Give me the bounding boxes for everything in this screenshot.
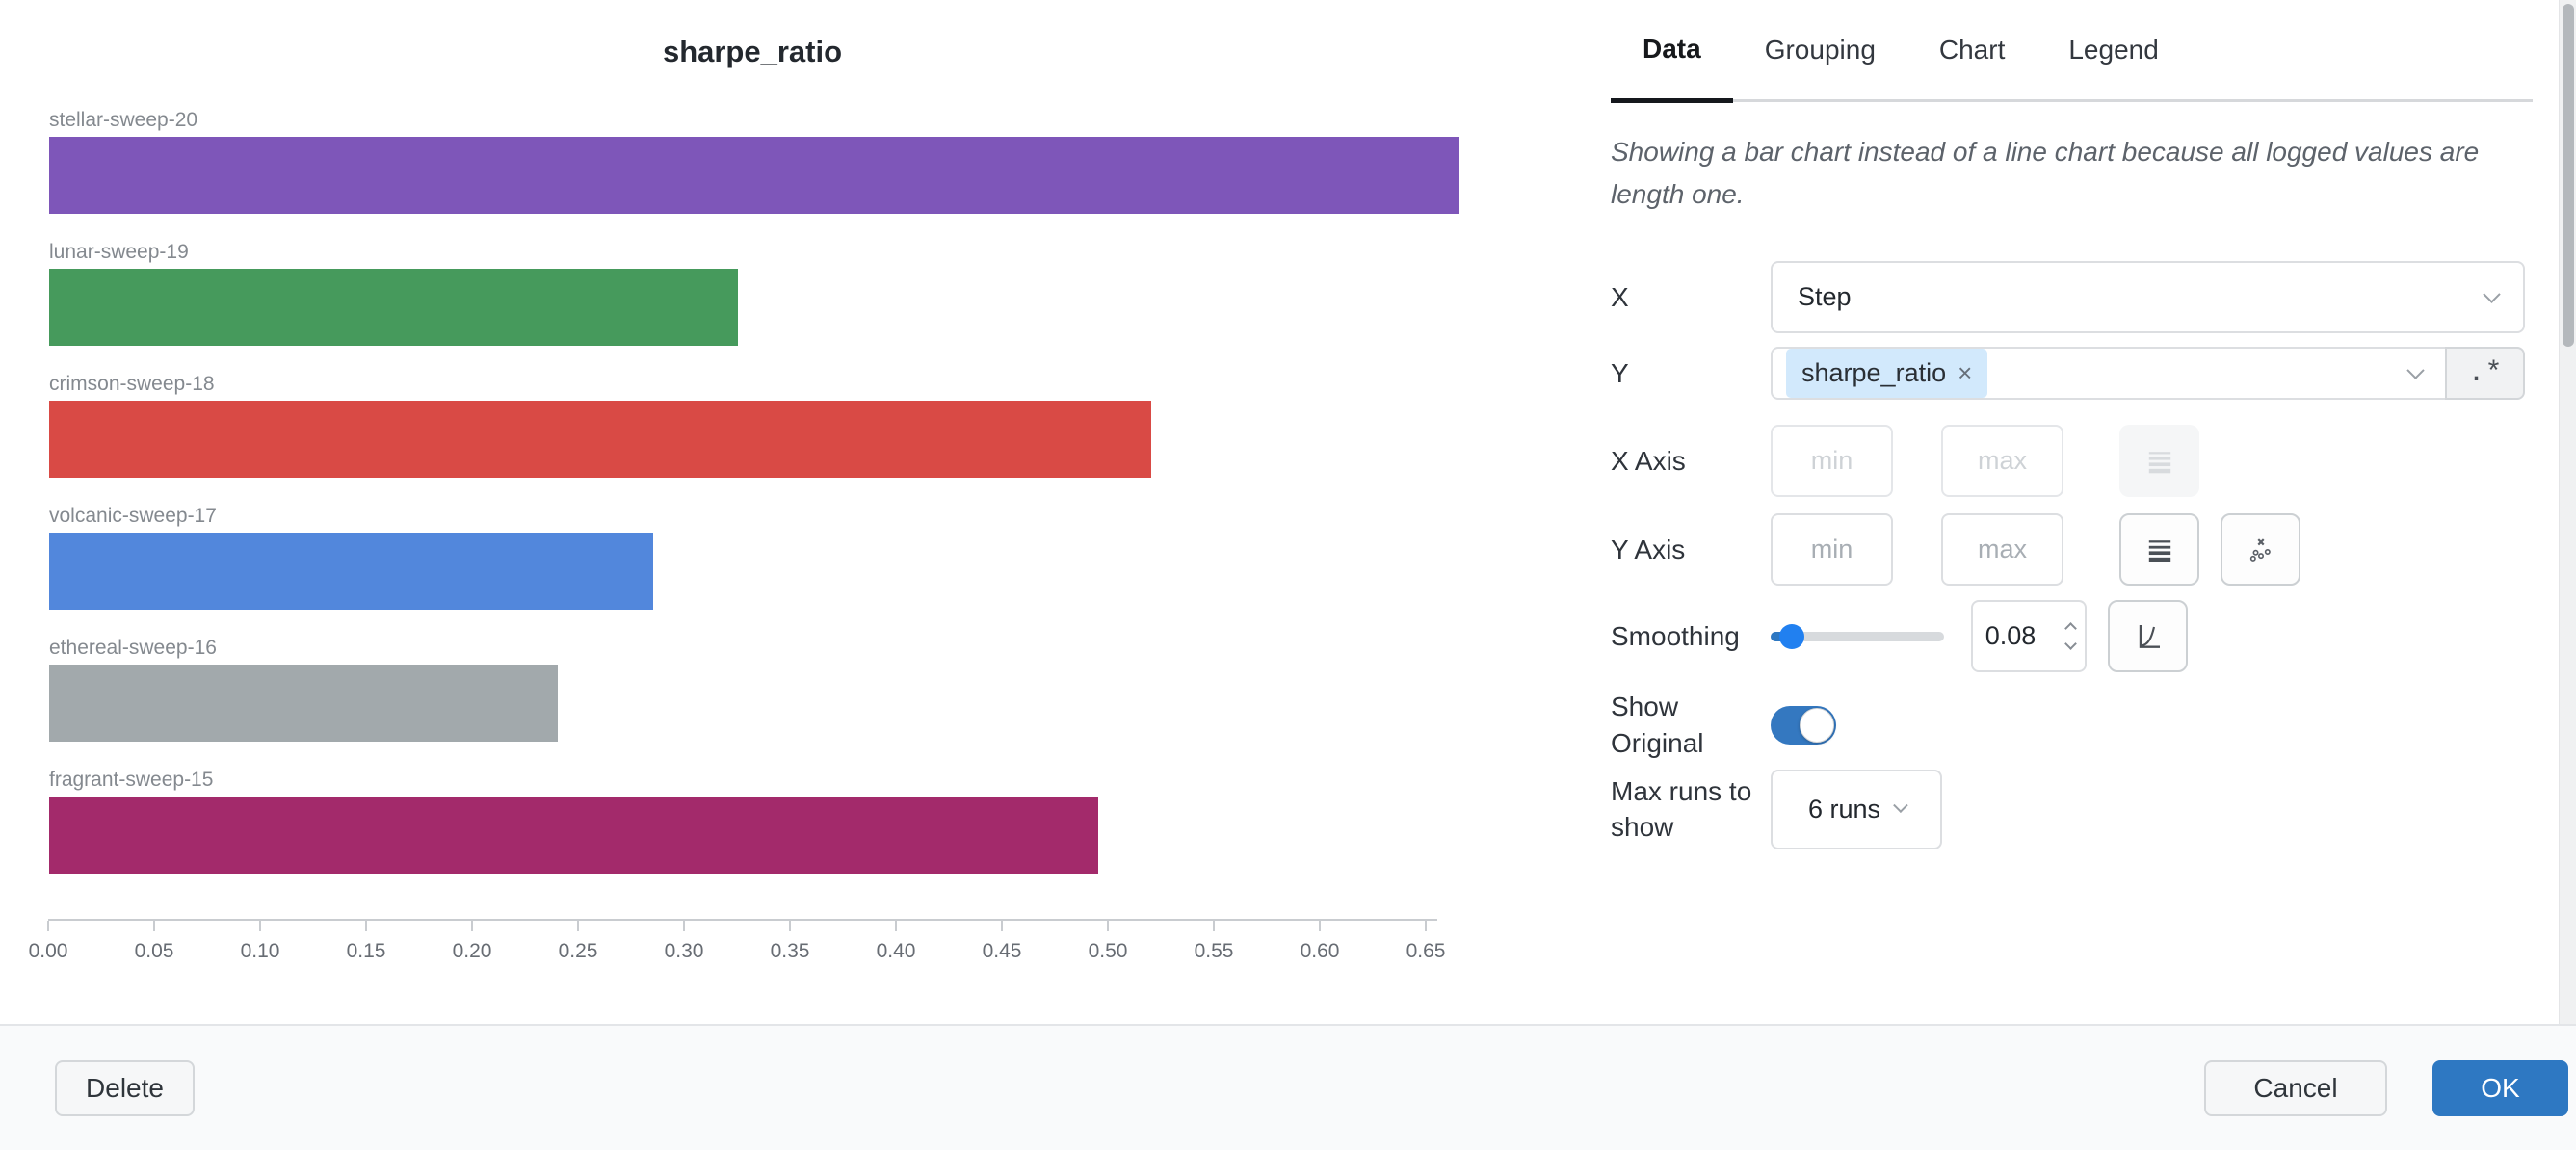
ignore-outliers-icon [2249, 538, 2271, 562]
log-scale-icon [2148, 540, 2170, 562]
smoothing-stepper [2064, 602, 2077, 670]
spinner-down-icon[interactable] [2064, 638, 2077, 651]
tab-legend[interactable]: Legend [2068, 34, 2159, 65]
x-field-label: X [1611, 281, 1629, 312]
remove-icon[interactable]: × [1958, 358, 1973, 388]
run-row: stellar-sweep-20 [49, 108, 1475, 214]
run-label: crimson-sweep-18 [49, 373, 215, 395]
run-label: stellar-sweep-20 [49, 109, 198, 131]
tab-chart[interactable]: Chart [1938, 34, 2006, 65]
x-field-row: X Step [1611, 261, 2533, 334]
running-average-button[interactable] [2108, 600, 2188, 673]
x-log-scale-button[interactable] [2119, 425, 2199, 498]
run-bar[interactable] [49, 137, 1459, 214]
run-bar[interactable] [49, 401, 1151, 478]
run-bar[interactable] [49, 533, 653, 610]
y-axis-min-input[interactable] [1771, 513, 1893, 587]
scrollbar-thumb[interactable] [2563, 4, 2574, 347]
show-original-row: Show Original [1611, 689, 2533, 762]
y-field-label: Y [1611, 357, 1629, 388]
x-axis-row: X Axis [1611, 425, 2533, 498]
x-axis-min-input[interactable] [1771, 425, 1893, 498]
config-panel: Data Grouping Chart Legend Showing a bar… [1611, 0, 2533, 849]
run-row: fragrant-sweep-15 [49, 768, 1475, 874]
run-label: volcanic-sweep-17 [49, 505, 217, 527]
y-log-scale-button[interactable] [2119, 513, 2199, 587]
x-axis-label: X Axis [1611, 445, 1686, 476]
running-average-icon [2139, 624, 2160, 648]
chart-title: sharpe_ratio [662, 35, 843, 68]
x-axis: 0.00 0.05 0.10 0.15 0.20 0.25 0.30 0.35 0.40 0.45… [29, 919, 1445, 962]
x-axis-max-input[interactable] [1941, 425, 2063, 498]
y-field-combo: sharpe_ratio × .* [1771, 347, 2525, 401]
bar-chart-note: Showing a bar chart instead of a line ch… [1611, 137, 2480, 209]
toggle-knob [1800, 708, 1834, 744]
bar-plot: stellar-sweep-20 lunar-sweep-19 crimson-… [49, 108, 1475, 900]
regex-toggle-button[interactable]: .* [2445, 347, 2525, 401]
ignore-outliers-button[interactable] [2221, 513, 2300, 587]
max-runs-select[interactable]: 6 runs [1771, 769, 1942, 849]
chart-panel: sharpe_ratio stellar-sweep-20 lunar-swee… [0, 0, 1505, 968]
show-original-toggle[interactable] [1771, 706, 1836, 745]
y-field-select[interactable]: sharpe_ratio × [1771, 347, 2445, 401]
smoothing-row: Smoothing [1611, 600, 2533, 673]
tab-data[interactable]: Data [1611, 0, 1733, 103]
run-label: fragrant-sweep-15 [49, 769, 214, 791]
x-field-value: Step [1798, 282, 1852, 312]
spinner-up-icon[interactable] [2064, 622, 2077, 636]
smoothing-slider[interactable] [1771, 623, 1944, 649]
chevron-down-icon [2483, 285, 2501, 304]
run-bar[interactable] [49, 269, 738, 346]
run-bar[interactable] [49, 665, 558, 742]
run-row: lunar-sweep-19 [49, 240, 1475, 346]
run-row: volcanic-sweep-17 [49, 504, 1475, 610]
slider-thumb[interactable] [1779, 623, 1804, 649]
run-bar[interactable] [49, 797, 1098, 874]
y-axis-max-input[interactable] [1941, 513, 2063, 587]
cancel-button[interactable]: Cancel [2204, 1060, 2387, 1116]
y-axis-label: Y Axis [1611, 534, 1686, 564]
y-field-row: Y sharpe_ratio × .* [1611, 347, 2533, 401]
modal-footer: Delete Cancel OK [0, 1024, 2576, 1150]
max-runs-label: Max runs to show [1611, 775, 1752, 843]
smoothing-label: Smoothing [1611, 620, 1740, 651]
chevron-down-icon [2406, 361, 2425, 380]
log-scale-icon [2148, 452, 2170, 474]
x-field-select[interactable]: Step [1771, 261, 2525, 334]
chevron-down-icon [1893, 797, 1908, 813]
ok-button[interactable]: OK [2432, 1060, 2568, 1116]
run-row: ethereal-sweep-16 [49, 636, 1475, 742]
smoothing-value-field [1971, 600, 2087, 673]
config-form: X Step Y sharpe_ratio × [1611, 261, 2533, 849]
max-runs-row: Max runs to show 6 runs [1611, 769, 2533, 849]
y-metric-chip-label: sharpe_ratio [1801, 358, 1947, 388]
run-row: crimson-sweep-18 [49, 372, 1475, 478]
show-original-label: Show Original [1611, 692, 1704, 759]
scrollbar-track[interactable] [2559, 0, 2576, 1024]
max-runs-value: 6 runs [1807, 794, 1881, 823]
smoothing-value-input[interactable] [1973, 602, 2048, 671]
run-label: ethereal-sweep-16 [49, 637, 217, 659]
y-metric-chip[interactable]: sharpe_ratio × [1786, 349, 1988, 399]
delete-button[interactable]: Delete [55, 1060, 195, 1116]
slider-track[interactable] [1771, 631, 1944, 641]
tab-grouping[interactable]: Grouping [1764, 34, 1876, 65]
run-label: lunar-sweep-19 [49, 241, 189, 263]
tab-bar: Data Grouping Chart Legend [1611, 0, 2533, 103]
y-axis-row: Y Axis [1611, 513, 2533, 587]
